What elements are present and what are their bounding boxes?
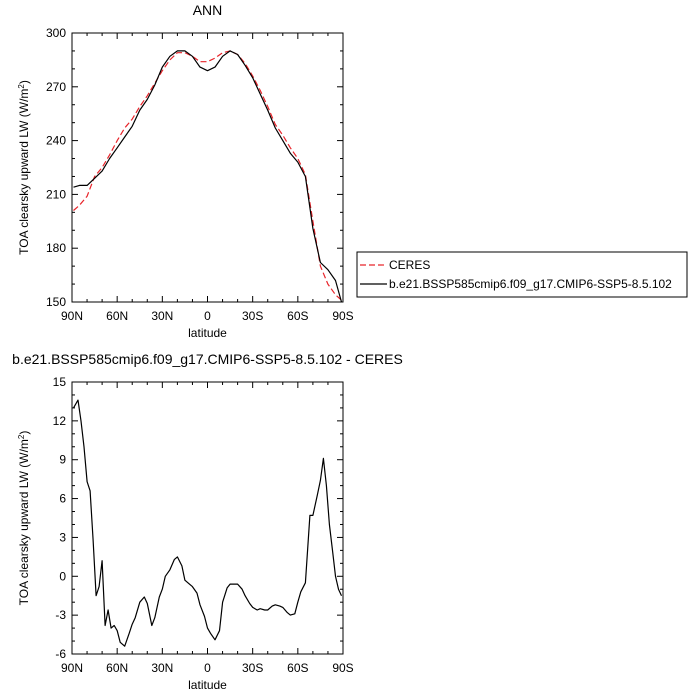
- bottom-x-axis-label: latitude: [188, 678, 227, 692]
- bottom-series-line-0: [72, 399, 343, 647]
- bottom-x-tick-label: 30N: [151, 661, 173, 675]
- bottom-panel: b.e21.BSSP585cmip6.f09_g17.CMIP6-SSP5-8.…: [12, 351, 403, 692]
- top-x-tick-label: 0: [204, 309, 211, 323]
- top-y-tick-label: 210: [46, 187, 66, 201]
- top-x-tick-label: 60N: [106, 309, 128, 323]
- top-x-tick-label: 90S: [332, 309, 353, 323]
- bottom-y-tick-label: 3: [59, 530, 66, 544]
- bottom-y-axis-label: TOA clearsky upward LW (W/m2): [17, 431, 32, 606]
- top-x-axis-label: latitude: [188, 326, 227, 340]
- top-y-tick-label: 270: [46, 80, 66, 94]
- top-y-tick-label: 300: [46, 26, 66, 40]
- top-x-tick-label: 90N: [61, 309, 83, 323]
- bottom-x-tick-label: 0: [204, 661, 211, 675]
- bottom-y-tick-label: 12: [53, 414, 67, 428]
- top-chart-title: ANN: [193, 2, 223, 18]
- top-series-line-0: [73, 50, 342, 301]
- top-y-tick-label: 150: [46, 295, 66, 309]
- bottom-x-tick-label: 60N: [106, 661, 128, 675]
- top-y-tick-label: 240: [46, 134, 66, 148]
- legend-label-1: b.e21.BSSP585cmip6.f09_g17.CMIP6-SSP5-8.…: [389, 277, 672, 291]
- top-series-line-1: [73, 50, 343, 302]
- bottom-y-tick-label: 15: [53, 375, 67, 389]
- top-x-tick-label: 30N: [151, 309, 173, 323]
- bottom-y-tick-label: -6: [55, 647, 66, 661]
- bottom-y-tick-label: -3: [55, 608, 66, 622]
- bottom-x-tick-label: 30S: [242, 661, 263, 675]
- top-x-tick-label: 60S: [287, 309, 308, 323]
- bottom-chart-title: b.e21.BSSP585cmip6.f09_g17.CMIP6-SSP5-8.…: [12, 351, 403, 367]
- top-x-tick-label: 30S: [242, 309, 263, 323]
- legend-box: [356, 251, 688, 298]
- bottom-plot-frame: [71, 381, 344, 655]
- bottom-y-tick-label: 0: [59, 569, 66, 583]
- bottom-x-tick-label: 90N: [61, 661, 83, 675]
- bottom-x-tick-label: 90S: [332, 661, 353, 675]
- top-panel: ANN 90N 60N 30N 0 30S 60S 90S 150 180 210 240 270 300…: [17, 2, 688, 340]
- top-y-axis-label: TOA clearsky upward LW (W/m2): [17, 80, 32, 255]
- top-y-tick-label: 180: [46, 241, 66, 255]
- bottom-y-tick-label: 9: [59, 453, 66, 467]
- legend-label-0: CERES: [389, 258, 430, 272]
- bottom-x-tick-label: 60S: [287, 661, 308, 675]
- bottom-y-tick-label: 6: [59, 492, 66, 506]
